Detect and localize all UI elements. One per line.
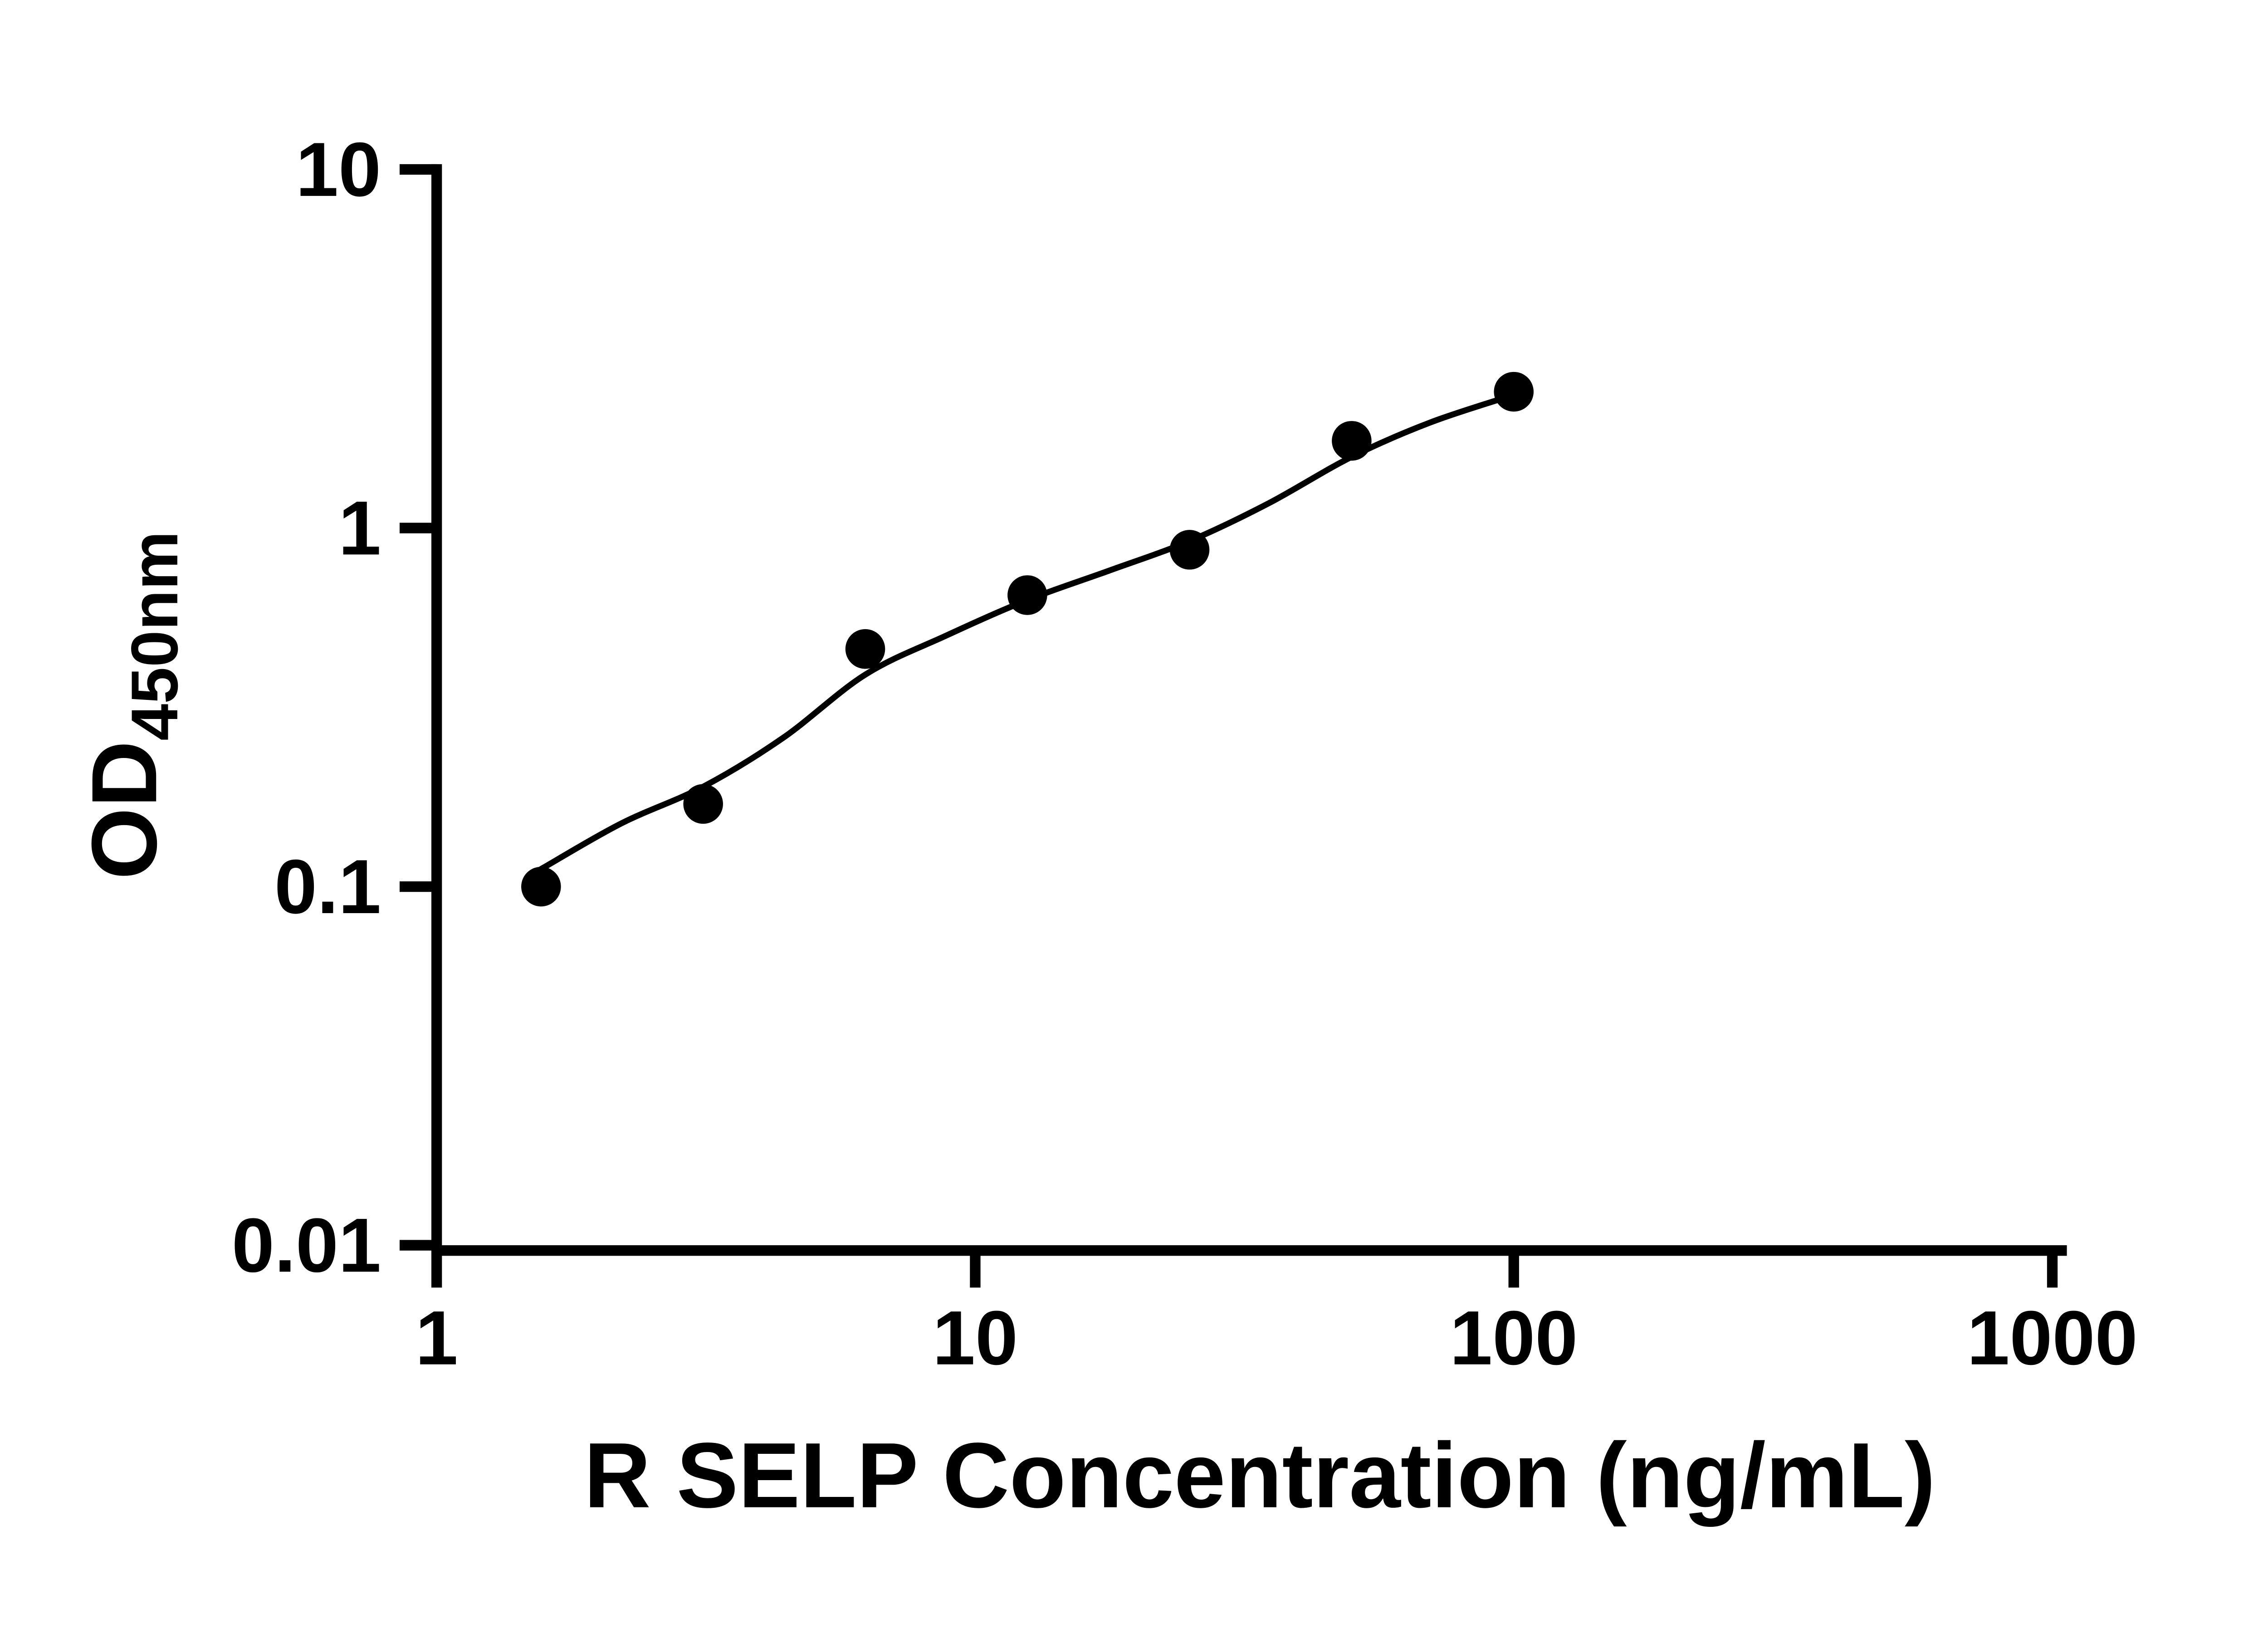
x-tick-label: 1: [415, 1295, 458, 1381]
data-point: [683, 784, 723, 824]
data-point: [1332, 421, 1372, 461]
x-tick-label: 100: [1450, 1295, 1578, 1381]
y-tick-label: 10: [296, 127, 381, 212]
x-tick-label: 10: [933, 1295, 1018, 1381]
x-axis-title: R SELP Concentration (ng/mL): [584, 1424, 1936, 1527]
x-tick-label: 1000: [1967, 1295, 2137, 1381]
y-tick-label: 0.1: [274, 844, 381, 929]
data-point: [1494, 372, 1534, 412]
y-tick-label: 1: [338, 485, 381, 571]
data-point: [845, 629, 885, 669]
y-tick-label: 0.01: [232, 1203, 381, 1288]
y-axis-title: OD450nm: [73, 531, 191, 880]
data-point: [521, 866, 561, 907]
data-point: [1007, 575, 1047, 615]
data-point: [1169, 530, 1210, 570]
